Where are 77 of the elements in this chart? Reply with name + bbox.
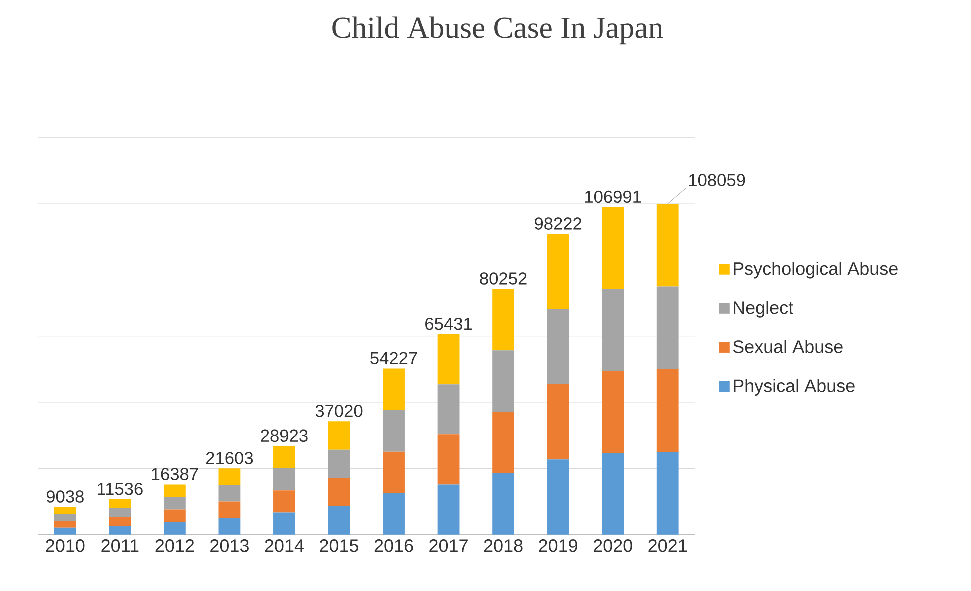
bar [492,350,515,412]
legend-label: Sexual Abuse [733,340,843,354]
bar [547,309,570,385]
bar [602,289,624,372]
bar [109,508,132,518]
legend-label: Neglect [734,301,794,318]
bar [54,514,76,522]
chart-title: Child Abuse Case In Japan [332,16,664,45]
bar [218,485,241,502]
bar [328,478,350,507]
bar [274,512,296,535]
bar [602,207,624,290]
bar [438,434,460,485]
bar [109,500,132,508]
x-tick-label: 2013 [210,540,249,552]
bar [547,234,570,310]
bar [54,528,76,535]
bar [164,484,186,498]
bar [602,371,624,454]
bar [383,452,405,494]
bar [438,384,460,435]
bar [383,368,405,410]
bar [602,453,624,535]
bar [164,510,186,522]
annotation: 108059 [689,174,746,187]
bar [164,497,186,510]
annotation: 80252 [480,272,527,285]
x-tick-label: 2020 [594,540,632,552]
x-tick-label: 2012 [156,540,194,552]
annotation: 37020 [316,405,363,418]
bar [383,410,405,452]
bar [328,450,350,478]
bar [218,518,241,535]
bar [656,204,679,287]
bar [164,522,186,535]
annotation: 16387 [152,468,198,480]
legend-label: Psychological Abuse [734,262,898,279]
legend-label: Physical Abuse [734,379,855,396]
annotation: 65431 [426,318,472,330]
bar [438,334,460,385]
bar [547,460,570,535]
bar [438,484,460,535]
annotation: 28923 [261,430,308,442]
x-tick-label: 2018 [484,540,523,552]
x-tick-label: 2016 [374,540,414,552]
annotation: 9038 [46,490,84,503]
bar [109,526,132,535]
bar [492,412,515,474]
bar [54,521,76,528]
bar [274,446,296,469]
annotation: 54227 [370,352,418,365]
bar [274,468,296,491]
x-tick-label: 2019 [539,540,578,552]
bar [492,473,515,535]
bar [656,452,679,535]
annotation: 106991 [585,190,642,204]
bar [218,468,241,486]
annotation: 11536 [98,483,143,496]
annotation: 21603 [206,452,254,464]
x-tick-label: 2010 [46,540,85,552]
bar [656,286,679,370]
bar [54,507,76,514]
bar [274,490,296,513]
x-tick-label: 2021 [648,540,688,552]
bar [109,517,132,526]
bar [218,502,241,518]
annotation: 98222 [535,218,582,230]
bar [383,493,405,535]
x-tick-label: 2011 [102,540,139,552]
bar [492,289,515,351]
bar [656,370,679,452]
x-tick-label: 2015 [320,540,359,552]
bar [547,384,570,460]
bar [328,422,350,450]
x-tick-label: 2014 [265,540,304,552]
x-tick-label: 2017 [430,540,468,552]
bar [328,506,350,535]
